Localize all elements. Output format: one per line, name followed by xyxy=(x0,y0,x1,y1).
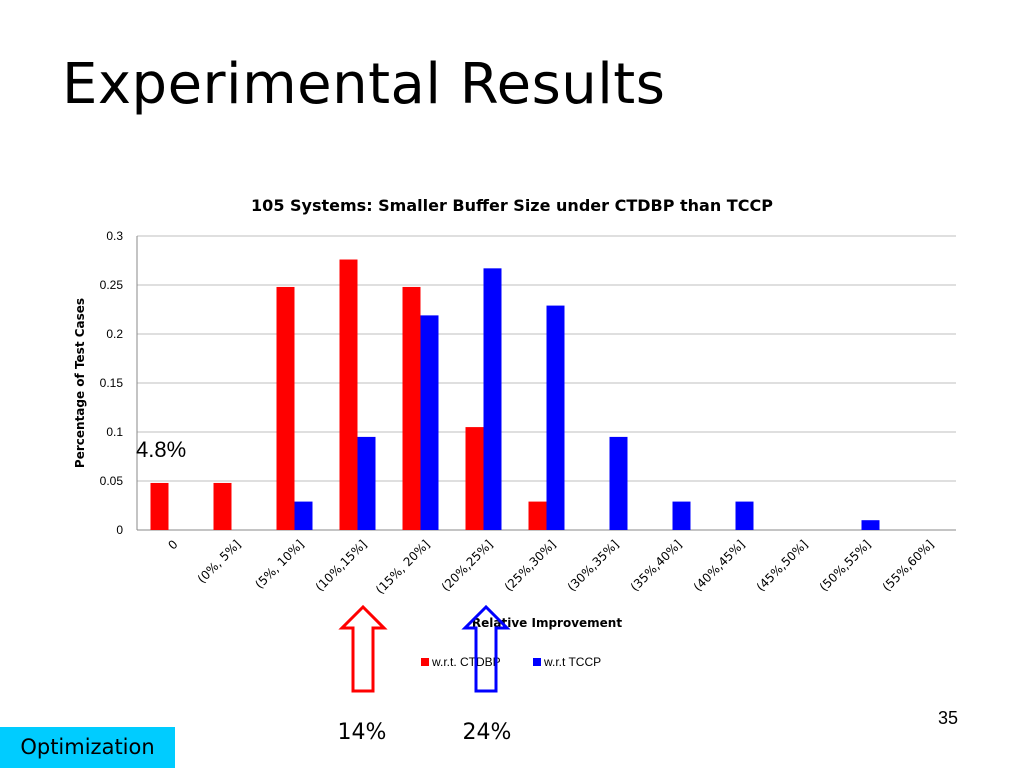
arrow-blue-label: 24% xyxy=(463,720,512,745)
x-tick-label: (5%, 10%] xyxy=(252,537,306,591)
x-axis-ticks: 0 (0%, 5%] (5%, 10%] (10%,15%] (15%, 20%] (20… xyxy=(165,537,936,597)
bar-tccp xyxy=(483,268,502,530)
bar-tccp xyxy=(546,305,565,530)
legend: w.r.t. CTDBP w.r.t TCCP xyxy=(421,655,601,669)
bar-tccp xyxy=(735,501,754,530)
arrow-red-label: 14% xyxy=(338,720,387,745)
slide-title: Experimental Results xyxy=(62,52,666,117)
y-axis-label: Percentage of Test Cases xyxy=(73,298,87,468)
x-tick-label: 0 xyxy=(165,537,180,552)
bar-ctdbp xyxy=(402,286,421,530)
bar-ctdbp xyxy=(150,482,169,530)
bars xyxy=(150,259,880,530)
bar-tccp xyxy=(609,436,628,530)
bar-ctdbp xyxy=(213,482,232,530)
x-tick-label: (10%,15%] xyxy=(313,537,370,594)
legend-label: w.r.t TCCP xyxy=(543,655,601,669)
y-tick-label: 0.3 xyxy=(106,229,123,243)
up-arrow-red xyxy=(338,604,388,693)
callout-value: 4.8% xyxy=(136,437,186,462)
bar-tccp xyxy=(357,436,376,530)
x-tick-label: (45%,50%] xyxy=(754,537,811,594)
x-tick-label: (20%,25%] xyxy=(439,537,496,594)
bar-tccp xyxy=(294,501,313,530)
x-tick-label: (25%,30%] xyxy=(502,537,559,594)
bar-ctdbp xyxy=(339,259,358,530)
x-tick-label: (30%,35%] xyxy=(565,537,622,594)
y-tick-label: 0.2 xyxy=(106,327,123,341)
x-tick-label: (15%, 20%] xyxy=(373,537,433,597)
bar-tccp xyxy=(672,501,691,530)
x-tick-label: (35%,40%] xyxy=(628,537,685,594)
x-tick-label: (0%, 5%] xyxy=(195,537,244,586)
y-tick-label: 0.1 xyxy=(106,425,123,439)
x-tick-label: (55%,60%] xyxy=(880,537,937,594)
legend-label: w.r.t. CTDBP xyxy=(431,655,501,669)
y-axis-ticks: 0 0.05 0.1 0.15 0.2 0.25 0.3 xyxy=(100,229,124,537)
up-arrow-blue xyxy=(461,604,511,693)
y-tick-label: 0.15 xyxy=(100,376,124,390)
legend-swatch xyxy=(421,658,429,666)
page-number: 35 xyxy=(938,708,959,728)
legend-swatch xyxy=(533,658,541,666)
x-axis-label: Relative Improvement xyxy=(472,616,622,630)
bar-ctdbp xyxy=(276,286,295,530)
bar-tccp xyxy=(420,315,439,530)
x-tick-label: (50%,55%] xyxy=(817,537,874,594)
x-tick-label: (40%,45%] xyxy=(691,537,748,594)
y-tick-label: 0.25 xyxy=(100,278,124,292)
y-tick-label: 0 xyxy=(116,523,123,537)
section-tag: Optimization xyxy=(0,727,175,768)
bar-tccp xyxy=(861,520,880,530)
chart-title: 105 Systems: Smaller Buffer Size under C… xyxy=(251,196,773,215)
bar-ctdbp xyxy=(465,427,484,530)
y-tick-label: 0.05 xyxy=(100,474,124,488)
bar-ctdbp xyxy=(528,501,547,530)
